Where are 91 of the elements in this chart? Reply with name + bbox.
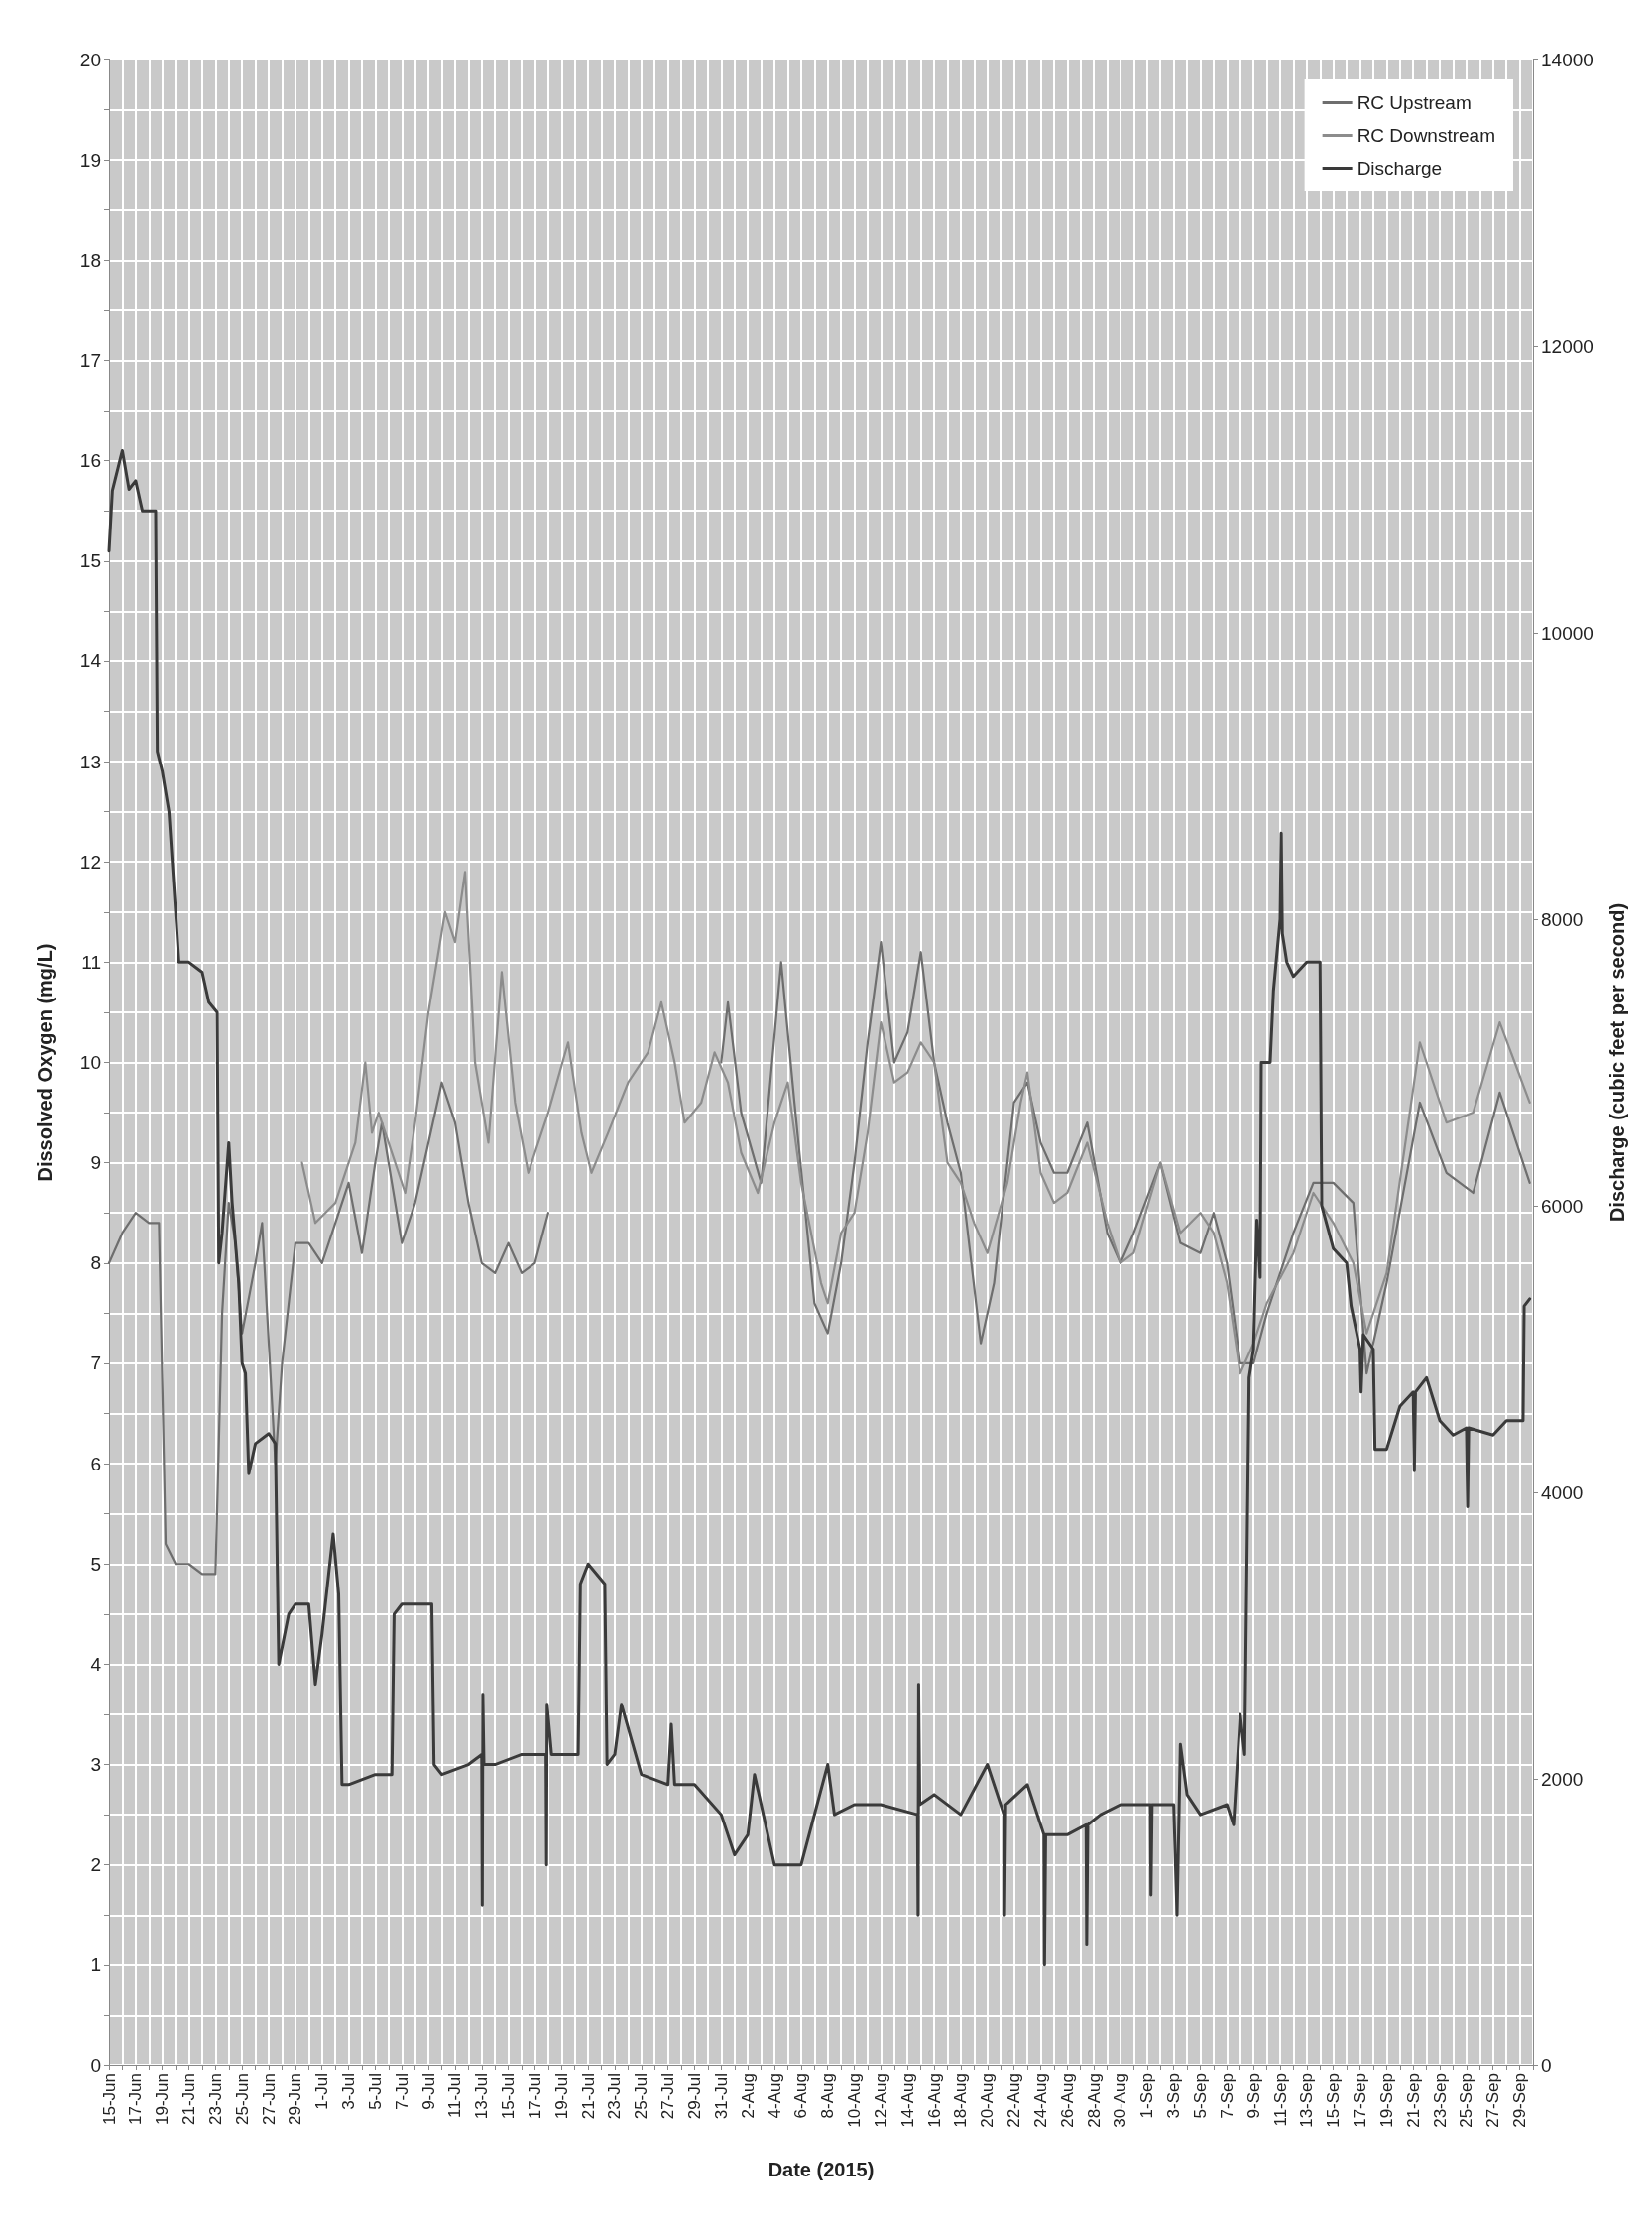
y-tick-label: 1: [90, 1954, 101, 1976]
x-tick-label: 29-Jun: [286, 2073, 305, 2125]
y-tick-label: 2: [90, 1854, 101, 1876]
x-tick-label: 5-Sep: [1190, 2073, 1210, 2119]
y-tick-label: 4: [90, 1653, 102, 1675]
x-tick-label: 20-Aug: [978, 2073, 998, 2128]
x-tick-label: 19-Jun: [153, 2073, 173, 2125]
y-tick-label: 10: [79, 1052, 101, 1073]
x-tick-label: 24-Aug: [1030, 2073, 1050, 2128]
y2-tick-label: 0: [1541, 2055, 1552, 2076]
x-tick-label: 9-Jul: [418, 2073, 438, 2110]
x-tick-label: 6-Aug: [791, 2073, 811, 2119]
y-tick-label: 16: [79, 450, 101, 472]
x-tick-label: 7-Sep: [1217, 2073, 1237, 2119]
x-tick-label: 11-Jul: [445, 2073, 465, 2119]
x-tick-label: 25-Jun: [232, 2073, 252, 2125]
y-tick-label: 14: [79, 650, 102, 672]
legend-label: RC Downstream: [1357, 125, 1496, 146]
x-tick-label: 12-Aug: [871, 2073, 890, 2128]
x-tick-label: 21-Jun: [179, 2073, 199, 2125]
x-tick-label: 3-Jul: [339, 2073, 359, 2110]
x-tick-label: 11-Sep: [1270, 2073, 1290, 2127]
y-tick-label: 5: [90, 1553, 101, 1575]
x-tick-label: 29-Sep: [1510, 2073, 1530, 2128]
x-tick-label: 26-Aug: [1057, 2073, 1077, 2128]
y2-tick-label: 12000: [1541, 335, 1593, 357]
x-tick-label: 21-Jul: [578, 2073, 598, 2120]
x-tick-label: 25-Jul: [632, 2073, 651, 2120]
x-axis-title: Date (2015): [767, 2159, 875, 2180]
y-tick-label: 19: [79, 149, 101, 171]
x-tick-label: 13-Sep: [1297, 2073, 1317, 2128]
x-tick-label: 17-Jul: [525, 2073, 544, 2120]
y-tick-label: 13: [79, 751, 101, 772]
y2-tick-label: 6000: [1541, 1195, 1584, 1217]
x-tick-label: 27-Sep: [1483, 2073, 1503, 2128]
x-tick-label: 31-Jul: [711, 2073, 731, 2120]
x-tick-label: 7-Jul: [392, 2073, 412, 2110]
x-tick-label: 9-Sep: [1243, 2073, 1263, 2119]
y-tick-label: 11: [81, 951, 101, 973]
x-tick-label: 17-Sep: [1351, 2073, 1370, 2128]
x-tick-label: 8-Aug: [818, 2073, 838, 2119]
line-series: [300, 871, 1531, 1375]
y-tick-label: 8: [90, 1252, 101, 1274]
y2-tick-label: 14000: [1541, 49, 1593, 70]
x-tick-label: 1-Jul: [312, 2073, 332, 2110]
y-tick-label: 3: [90, 1754, 101, 1776]
legend-label: Discharge: [1357, 158, 1443, 178]
x-tick-label: 15-Jun: [99, 2073, 119, 2125]
y2-tick-label: 8000: [1541, 908, 1584, 930]
x-tick-label: 10-Aug: [845, 2073, 865, 2128]
y2-tick-label: 4000: [1541, 1481, 1584, 1503]
x-tick-label: 5-Jul: [365, 2073, 385, 2110]
y-tick-label: 0: [90, 2055, 101, 2076]
x-tick-label: 15-Sep: [1324, 2073, 1344, 2128]
y-tick-label: 20: [79, 49, 101, 70]
x-tick-label: 2-Aug: [738, 2073, 758, 2119]
x-tick-label: 16-Aug: [924, 2073, 944, 2128]
y-tick-label: 7: [90, 1352, 101, 1374]
legend-label: RC Upstream: [1357, 92, 1472, 113]
x-tick-label: 17-Jun: [126, 2073, 146, 2125]
x-tick-label: 19-Sep: [1376, 2073, 1396, 2128]
y-tick-label: 15: [79, 550, 101, 572]
x-tick-label: 28-Aug: [1084, 2073, 1104, 2128]
y-tick-label: 12: [79, 851, 101, 873]
x-tick-label: 27-Jun: [259, 2073, 279, 2125]
x-tick-label: 23-Jun: [205, 2073, 225, 2125]
x-tick-label: 29-Jul: [685, 2073, 704, 2120]
line-series: [107, 448, 1532, 1967]
x-tick-label: 1-Sep: [1137, 2073, 1157, 2119]
x-tick-label: 30-Aug: [1111, 2073, 1130, 2128]
x-tick-label: 23-Jul: [605, 2073, 625, 2120]
x-tick-label: 19-Jul: [551, 2073, 571, 2120]
y2-tick-label: 2000: [1541, 1768, 1584, 1790]
y-axis-title: Dissolved Oxygen (mg/L): [34, 943, 56, 1182]
x-tick-label: 25-Sep: [1457, 2073, 1476, 2128]
x-tick-label: 14-Aug: [897, 2073, 917, 2128]
x-tick-label: 3-Sep: [1164, 2073, 1184, 2119]
y-tick-label: 9: [90, 1152, 101, 1174]
x-tick-label: 18-Aug: [951, 2073, 971, 2128]
y2-axis-title: Discharge (cubic feet per second): [1606, 902, 1628, 1223]
x-tick-label: 4-Aug: [765, 2073, 784, 2119]
y-tick-label: 18: [79, 249, 101, 271]
x-tick-label: 21-Sep: [1403, 2073, 1423, 2128]
x-tick-label: 22-Aug: [1004, 2073, 1024, 2128]
y-tick-label: 17: [79, 349, 101, 371]
y2-tick-label: 10000: [1541, 622, 1593, 644]
x-tick-label: 23-Sep: [1430, 2073, 1450, 2128]
x-tick-label: 27-Jul: [658, 2073, 678, 2120]
x-tick-label: 15-Jul: [499, 2073, 519, 2120]
x-tick-label: 13-Jul: [472, 2073, 492, 2120]
y-tick-label: 6: [90, 1453, 101, 1474]
